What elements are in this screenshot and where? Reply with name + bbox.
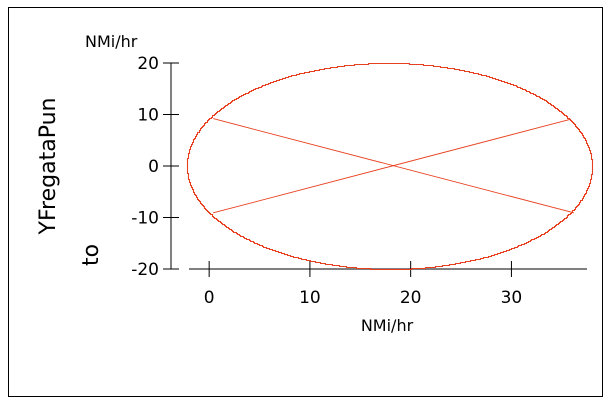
- y-axis-label-line-2: to: [79, 244, 104, 266]
- x-tick-label: 20: [400, 288, 422, 308]
- x-tick-label: 10: [299, 288, 321, 308]
- y-tick-label: 10: [137, 106, 159, 126]
- axes: -20 -10 0 10 20 0 10 20 30: [131, 54, 587, 308]
- chart-frame: -20 -10 0 10 20 0 10 20 30 NMi/hr NMi/hr YFregat…: [8, 7, 603, 397]
- y-axis-label-line-1: YFregataPun: [36, 98, 61, 236]
- y-axis-unit: NMi/hr: [85, 32, 138, 51]
- series-segment: [213, 118, 571, 214]
- y-tick-label: 0: [148, 157, 159, 177]
- x-tick-label: 0: [204, 288, 215, 308]
- x-tick-label: 30: [501, 288, 523, 308]
- data-marks: [186, 62, 594, 271]
- x-axis-label: NMi/hr: [361, 316, 414, 335]
- y-tick-label: -10: [131, 209, 159, 229]
- y-axis-label: YFregataPun to: [36, 98, 104, 266]
- y-tick-label: -20: [131, 260, 159, 280]
- chart-plot: -20 -10 0 10 20 0 10 20 30 NMi/hr NMi/hr YFregat…: [36, 32, 594, 335]
- y-tick-label: 20: [137, 54, 159, 74]
- series-ellipse: [186, 62, 594, 271]
